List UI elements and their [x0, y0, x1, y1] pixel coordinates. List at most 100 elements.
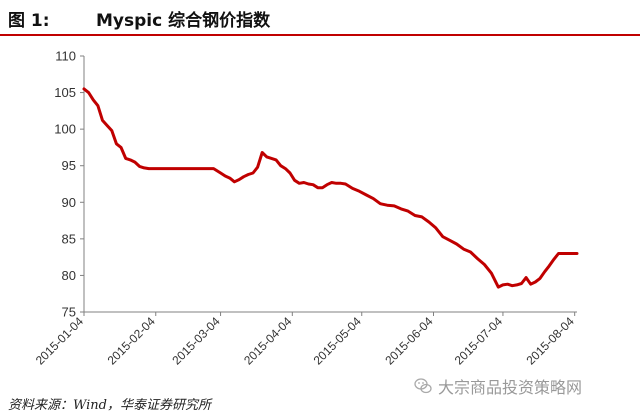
- data-point: [330, 181, 333, 184]
- data-point: [326, 183, 329, 186]
- x-tick-label: 2015-01-04: [33, 314, 87, 368]
- data-point: [212, 167, 215, 170]
- data-point: [110, 129, 113, 132]
- data-point: [154, 167, 157, 170]
- data-point: [455, 243, 458, 246]
- chart-title: Myspic 综合钢价指数: [96, 11, 271, 31]
- data-point: [284, 167, 287, 170]
- data-point: [534, 281, 537, 284]
- source-note: 资料来源：Wind，华泰证券研究所: [8, 398, 211, 413]
- figure-header: 图 1: Myspic 综合钢价指数: [0, 0, 640, 36]
- data-point: [539, 277, 542, 280]
- y-tick-label: 100: [54, 122, 76, 137]
- data-point: [372, 197, 375, 200]
- data-point: [386, 204, 389, 207]
- data-point: [96, 104, 99, 107]
- data-point: [138, 165, 141, 168]
- data-point: [483, 263, 486, 266]
- watermark-text: 大宗商品投资策略网: [438, 378, 583, 397]
- data-point: [571, 252, 574, 255]
- data-point: [462, 248, 465, 251]
- data-point: [242, 175, 245, 178]
- data-point: [92, 98, 95, 101]
- data-point: [552, 258, 555, 261]
- data-point: [252, 172, 255, 175]
- data-point: [180, 167, 183, 170]
- y-tick-label: 110: [55, 49, 76, 64]
- data-point: [228, 177, 231, 180]
- data-point: [469, 251, 472, 254]
- data-point: [351, 187, 354, 190]
- x-tick-label: 2015-08-04: [523, 314, 577, 368]
- data-point: [256, 166, 259, 169]
- data-point: [124, 157, 127, 160]
- y-tick-label: 85: [62, 231, 76, 246]
- data-point: [529, 283, 532, 286]
- wechat-icon: [414, 378, 432, 394]
- figure-label: 图 1:: [8, 11, 50, 31]
- data-point: [238, 178, 241, 181]
- x-tick-label: 2015-07-04: [452, 314, 506, 368]
- data-point: [448, 239, 451, 242]
- y-tick-label: 75: [62, 305, 76, 320]
- x-tick-label: 2015-02-04: [105, 314, 159, 368]
- data-point: [316, 186, 319, 189]
- data-point: [548, 264, 551, 267]
- data-point: [497, 286, 500, 289]
- data-point: [434, 226, 437, 229]
- data-point: [143, 166, 146, 169]
- data-point: [339, 182, 342, 185]
- data-point: [87, 91, 90, 94]
- data-point: [302, 181, 305, 184]
- watermark: 大宗商品投资策略网: [414, 374, 582, 398]
- data-point: [307, 183, 310, 186]
- data-point: [159, 167, 162, 170]
- data-point: [298, 182, 301, 185]
- data-point: [511, 284, 514, 287]
- data-point: [557, 252, 560, 255]
- data-point: [293, 179, 296, 182]
- data-point: [515, 283, 518, 286]
- x-tick-label: 2015-06-04: [382, 314, 436, 368]
- y-tick-label: 90: [62, 195, 76, 210]
- data-point: [106, 124, 109, 127]
- data-point: [321, 186, 324, 189]
- data-point: [83, 87, 86, 90]
- data-point: [420, 215, 423, 218]
- data-point: [379, 202, 382, 205]
- data-point: [490, 272, 493, 275]
- data-point: [168, 167, 171, 170]
- data-point: [566, 252, 569, 255]
- data-point: [365, 194, 368, 197]
- data-point: [335, 182, 338, 185]
- data-point: [261, 151, 264, 154]
- data-point: [133, 161, 136, 164]
- data-point: [407, 210, 410, 213]
- data-point: [393, 204, 396, 207]
- data-point: [279, 164, 282, 167]
- series-line: [82, 87, 579, 289]
- data-point: [219, 172, 222, 175]
- data-point: [576, 252, 579, 255]
- data-point: [270, 157, 273, 160]
- data-point: [247, 173, 250, 176]
- data-point: [191, 167, 194, 170]
- data-point: [312, 183, 315, 186]
- data-point: [275, 158, 278, 161]
- x-tick-label: 2015-05-04: [311, 314, 365, 368]
- data-point: [543, 270, 546, 273]
- data-point: [129, 158, 132, 161]
- data-point: [562, 252, 565, 255]
- data-point: [506, 283, 509, 286]
- data-point: [224, 175, 227, 178]
- x-tick-label: 2015-03-04: [169, 314, 223, 368]
- y-tick-label: 95: [62, 158, 76, 173]
- data-point: [289, 172, 292, 175]
- data-point: [344, 183, 347, 186]
- data-point: [358, 190, 361, 193]
- data-point: [476, 257, 479, 260]
- data-point: [233, 180, 236, 183]
- data-point: [115, 142, 118, 145]
- data-point: [525, 276, 528, 279]
